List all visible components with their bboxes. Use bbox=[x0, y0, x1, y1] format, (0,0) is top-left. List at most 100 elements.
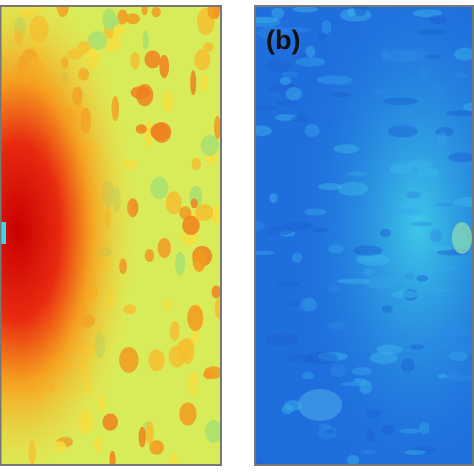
texture-blob bbox=[337, 181, 369, 196]
texture-blob bbox=[305, 351, 338, 365]
texture-blob bbox=[264, 333, 299, 346]
texture-blob bbox=[430, 229, 442, 243]
texture-blob bbox=[351, 366, 372, 376]
texture-blob bbox=[433, 266, 458, 271]
texture-blob bbox=[330, 363, 347, 377]
texture-blob bbox=[404, 272, 415, 280]
texture-blob bbox=[268, 82, 299, 96]
texture-blob bbox=[279, 76, 292, 86]
texture-blob bbox=[453, 343, 473, 354]
texture-blob bbox=[302, 371, 315, 380]
texture-blob bbox=[279, 230, 296, 237]
texture-blob bbox=[284, 400, 303, 411]
panel-b-spot bbox=[452, 222, 472, 254]
texture-blob bbox=[419, 422, 430, 435]
texture-blob bbox=[275, 114, 298, 121]
texture-blob bbox=[325, 429, 336, 434]
texture-blob bbox=[346, 454, 360, 465]
texture-blob bbox=[382, 49, 418, 63]
texture-blob bbox=[353, 245, 383, 256]
texture-blob bbox=[353, 6, 367, 17]
texture-blob bbox=[411, 445, 437, 455]
panel-b-pattern bbox=[255, 6, 473, 465]
texture-blob bbox=[382, 97, 419, 106]
texture-blob bbox=[379, 228, 392, 238]
texture-blob bbox=[285, 87, 302, 101]
texture-blob bbox=[255, 106, 279, 111]
texture-blob bbox=[364, 275, 397, 289]
texture-blob bbox=[406, 191, 421, 199]
texture-blob bbox=[255, 17, 281, 27]
texture-blob bbox=[404, 450, 426, 455]
texture-blob bbox=[437, 374, 448, 379]
texture-blob bbox=[255, 16, 279, 24]
texture-blob bbox=[399, 201, 430, 208]
texture-blob bbox=[391, 121, 412, 128]
texture-blob bbox=[399, 428, 421, 434]
texture-blob bbox=[339, 8, 372, 22]
texture-blob bbox=[316, 75, 353, 85]
texture-blob bbox=[317, 32, 327, 41]
panel-a-marker bbox=[0, 222, 6, 244]
texture-blob bbox=[347, 171, 368, 177]
texture-blob bbox=[415, 338, 431, 343]
texture-blob bbox=[284, 222, 314, 230]
texture-blob bbox=[390, 160, 424, 173]
panel-label: (b) bbox=[266, 25, 300, 55]
texture-blob bbox=[304, 208, 327, 216]
texture-blob bbox=[435, 127, 455, 137]
texture-blob bbox=[453, 197, 473, 207]
texture-blob bbox=[440, 194, 450, 208]
texture-blob bbox=[434, 202, 454, 207]
texture-blob bbox=[304, 123, 320, 138]
panel-b bbox=[255, 6, 473, 465]
texture-blob bbox=[376, 344, 403, 355]
texture-blob bbox=[434, 130, 444, 138]
texture-blob bbox=[361, 449, 378, 455]
texture-blob bbox=[317, 422, 332, 430]
texture-blob bbox=[286, 353, 314, 363]
texture-blob bbox=[354, 273, 366, 279]
texture-blob bbox=[292, 6, 319, 13]
texture-blob bbox=[288, 301, 304, 307]
texture-blob bbox=[353, 378, 367, 384]
texture-blob bbox=[271, 7, 285, 20]
texture-blob bbox=[428, 14, 448, 25]
texture-blob bbox=[321, 20, 332, 34]
texture-blob bbox=[333, 144, 360, 154]
panel-b-spot bbox=[298, 389, 342, 421]
texture-blob bbox=[291, 252, 303, 263]
texture-blob bbox=[423, 338, 434, 349]
panel-a-hotspot bbox=[0, 6, 221, 465]
texture-blob bbox=[333, 79, 354, 86]
texture-blob bbox=[328, 244, 344, 254]
texture-blob bbox=[295, 53, 311, 68]
texture-blob bbox=[318, 425, 337, 440]
texture-blob bbox=[347, 8, 356, 17]
texture-blob bbox=[374, 88, 384, 95]
texture-blob bbox=[399, 49, 430, 62]
texture-blob bbox=[387, 125, 419, 138]
texture-blob bbox=[403, 289, 418, 301]
texture-blob bbox=[413, 9, 443, 18]
texture-blob bbox=[295, 57, 326, 67]
texture-blob bbox=[430, 245, 453, 252]
texture-blob bbox=[389, 164, 413, 174]
texture-blob bbox=[444, 374, 473, 382]
texture-blob bbox=[447, 369, 458, 378]
texture-blob bbox=[452, 72, 469, 79]
texture-blob bbox=[424, 54, 442, 60]
texture-blob bbox=[269, 193, 278, 204]
texture-blob bbox=[417, 167, 440, 178]
texture-blob bbox=[255, 250, 276, 256]
texture-blob bbox=[340, 381, 371, 387]
texture-blob bbox=[298, 298, 318, 312]
texture-blob bbox=[355, 253, 389, 263]
texture-blob bbox=[380, 48, 391, 61]
texture-blob bbox=[317, 182, 342, 191]
texture-blob bbox=[256, 26, 290, 40]
texture-blob bbox=[391, 290, 419, 299]
texture-blob bbox=[410, 221, 433, 227]
